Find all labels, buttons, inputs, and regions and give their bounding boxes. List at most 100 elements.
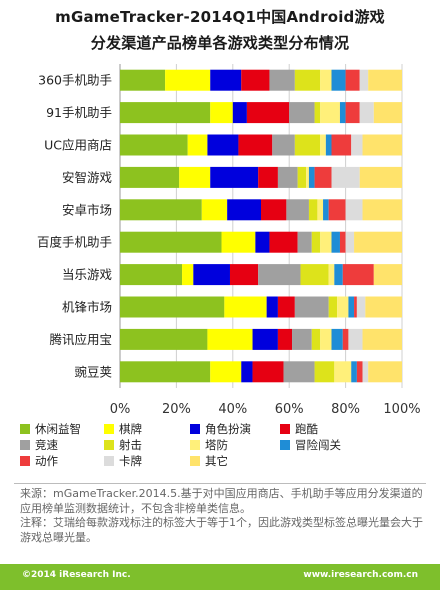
bar-segment <box>193 264 230 286</box>
bar-segment <box>314 361 335 383</box>
bar-segment <box>187 134 208 156</box>
bar-segment <box>368 69 402 91</box>
stacked-bar-chart: 0% 20% 40% 60% 80% 100% 360手机助手 91手机助手 UC应用商店安智游… <box>37 64 421 417</box>
footer-bar: ©2014 iResearch Inc. www.iresearch.com.c… <box>0 564 440 590</box>
bar-segment <box>342 264 374 286</box>
legend-label: 射击 <box>119 438 142 452</box>
bar-segment <box>306 166 309 188</box>
category-label: 安卓市场 <box>62 202 112 217</box>
legend-label: 竞速 <box>35 438 58 452</box>
bar-segment <box>331 231 340 253</box>
bar-segment <box>317 199 324 221</box>
bar-segment <box>221 231 256 253</box>
legend-swatch <box>104 440 114 450</box>
category-label: 360手机助手 <box>38 73 112 88</box>
bar-segment <box>289 102 315 124</box>
bar-segment <box>252 361 284 383</box>
bar-segment <box>165 69 211 91</box>
bar-segment <box>328 296 338 318</box>
bar-segment <box>120 102 211 124</box>
legend-item: 其它 <box>190 453 280 469</box>
bar-segment <box>359 69 369 91</box>
bar-segment <box>120 134 188 156</box>
bar-segment <box>311 231 321 253</box>
legend-label: 其它 <box>205 454 228 468</box>
bar-segment <box>297 231 312 253</box>
bar-segment <box>294 296 329 318</box>
notes-divider <box>14 483 426 484</box>
legend-swatch <box>190 440 200 450</box>
bar-segment <box>331 69 346 91</box>
x-tick-label: 80% <box>331 402 360 417</box>
bar-segment <box>345 231 355 253</box>
legend-label: 动作 <box>35 454 58 468</box>
bar-segment <box>258 166 278 188</box>
footer-copyright: ©2014 iResearch Inc. <box>22 570 131 580</box>
bar-segment <box>120 231 222 253</box>
bar-segment <box>255 231 270 253</box>
bar-segment <box>286 199 309 221</box>
bar-segment <box>224 296 267 318</box>
legend-label: 冒险闯关 <box>295 438 341 452</box>
category-label: 91手机助手 <box>46 105 112 120</box>
bar-segment <box>120 264 183 286</box>
legend-swatch <box>104 456 114 466</box>
bar-segment <box>356 296 366 318</box>
bar-segment <box>179 166 211 188</box>
bar-segment <box>241 69 270 91</box>
chart-title-line-1: mGameTracker-2014Q1中国Android游戏 <box>55 8 385 26</box>
bar-segment <box>201 199 228 221</box>
chart-title-line-2: 分发渠道产品榜单各游戏类型分布情况 <box>90 34 350 52</box>
bar-segment <box>210 166 259 188</box>
legend-swatch <box>190 424 200 434</box>
legend-item: 冒险闯关 <box>280 437 390 453</box>
category-label: 百度手机助手 <box>37 235 112 250</box>
category-label: 安智游戏 <box>62 170 112 185</box>
bar-segment <box>359 102 374 124</box>
legend-label: 角色扮演 <box>205 422 251 436</box>
bar-segment <box>308 199 318 221</box>
bar-segment <box>241 361 253 383</box>
bar-segment <box>320 69 332 91</box>
bar-segment <box>334 361 352 383</box>
bar-segment <box>207 134 239 156</box>
bar-segment <box>320 328 332 350</box>
bar-segment <box>331 134 352 156</box>
bar-segment <box>339 231 346 253</box>
bar-segment <box>362 361 369 383</box>
bar-segment <box>356 361 363 383</box>
bar-segment <box>354 231 402 253</box>
legend-item: 棋牌 <box>104 421 190 437</box>
category-label: 当乐游戏 <box>62 267 112 282</box>
bar-segment <box>320 102 340 124</box>
legend-label: 卡牌 <box>119 454 142 468</box>
bar-segment <box>229 264 259 286</box>
bar-segment <box>182 264 194 286</box>
bar-segment <box>328 264 335 286</box>
bar-segment <box>300 264 329 286</box>
bar-segment <box>269 231 298 253</box>
bar-segment <box>210 361 242 383</box>
bar-segment <box>120 328 208 350</box>
legend-label: 休闲益智 <box>35 422 81 436</box>
bar-segment <box>362 199 402 221</box>
legend-swatch <box>280 440 290 450</box>
bar-segment <box>120 296 225 318</box>
legend-item: 休闲益智 <box>20 421 104 437</box>
chart-legend: 休闲益智 棋牌 角色扮演 跑酷 竞速 射击 塔防 冒险闯关 动作 卡牌 其它 <box>20 421 430 469</box>
bar-segment <box>120 199 202 221</box>
legend-item: 跑酷 <box>280 421 390 437</box>
bar-segment <box>272 134 295 156</box>
bar-segment <box>227 199 261 221</box>
category-label: UC应用商店 <box>44 138 112 153</box>
legend-item: 射击 <box>104 437 190 453</box>
bar-segment <box>362 134 402 156</box>
bar-segment <box>348 328 363 350</box>
bar-segment <box>277 328 293 350</box>
bar-segment <box>339 102 346 124</box>
bar-segment <box>354 296 357 318</box>
legend-swatch <box>20 456 30 466</box>
legend-swatch <box>20 440 30 450</box>
bar-segment <box>362 328 402 350</box>
bar-segment <box>294 134 321 156</box>
